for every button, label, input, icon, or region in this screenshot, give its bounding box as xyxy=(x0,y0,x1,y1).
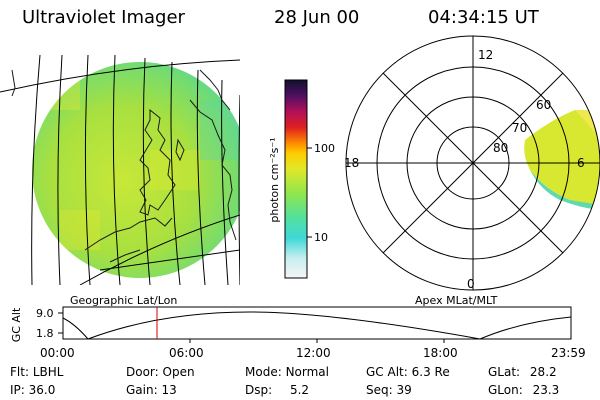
polar-caption: Apex MLat/MLT xyxy=(415,294,498,307)
status-seq: Seq: 39 xyxy=(366,383,412,397)
parallel-lines xyxy=(0,59,240,285)
mlat-label-70: 70 xyxy=(512,121,527,135)
date-label: 28 Jun 00 xyxy=(274,7,360,28)
status-door: Door: Open xyxy=(126,365,195,379)
earth-disk xyxy=(32,62,240,278)
status-gain: Gain: 13 xyxy=(126,383,177,397)
altitude-curve xyxy=(62,311,572,340)
altitude-plot xyxy=(58,306,572,343)
alt-xtick-1800: 18:00 xyxy=(423,346,458,360)
mlt-label-18: 18 xyxy=(344,156,359,170)
geo-caption: Geographic Lat/Lon xyxy=(70,294,177,307)
alt-ylabel: GC Alt xyxy=(10,307,23,342)
mlt-label-0: 0 xyxy=(467,277,475,291)
alt-xtick-2359: 23:59 xyxy=(551,346,586,360)
status-mode: Mode: Normal xyxy=(245,365,329,379)
status-gc-alt: GC Alt: 6.3 Re xyxy=(366,365,450,379)
time-label: 04:34:15 UT xyxy=(428,7,539,28)
alt-ytick-1-8: 1.8 xyxy=(36,327,54,340)
instrument-title: Ultraviolet Imager xyxy=(22,7,185,28)
alt-xtick-0600: 06:00 xyxy=(169,346,204,360)
meridian-lines xyxy=(31,54,240,285)
mlat-label-60: 60 xyxy=(536,98,551,112)
colorbar-tick-10: 10 xyxy=(314,231,328,244)
alt-ytick-9: 9.0 xyxy=(36,307,54,320)
color-bar xyxy=(284,79,312,279)
disk-texture xyxy=(40,80,240,250)
alt-xtick-0000: 00:00 xyxy=(40,346,75,360)
coastlines xyxy=(11,69,237,263)
colorbar-tick-100: 100 xyxy=(314,142,335,155)
status-glat: GLat: 28.2 xyxy=(488,365,557,379)
colorbar-unit-label: photon cm⁻²s⁻¹ xyxy=(268,137,281,222)
status-ip: IP: 36.0 xyxy=(10,383,56,397)
status-dsp: Dsp: 5.2 xyxy=(245,383,310,397)
mlat-label-80: 80 xyxy=(493,141,508,155)
status-glon: GLon: 23.3 xyxy=(488,383,560,397)
geo-panel xyxy=(0,54,240,285)
mlt-label-12: 12 xyxy=(478,48,493,62)
polar-panel xyxy=(345,35,600,291)
alt-xtick-1200: 12:00 xyxy=(296,346,331,360)
mlt-label-6: 6 xyxy=(577,156,585,170)
auroral-oval xyxy=(524,110,600,210)
status-flt: Flt: LBHL xyxy=(10,365,64,379)
